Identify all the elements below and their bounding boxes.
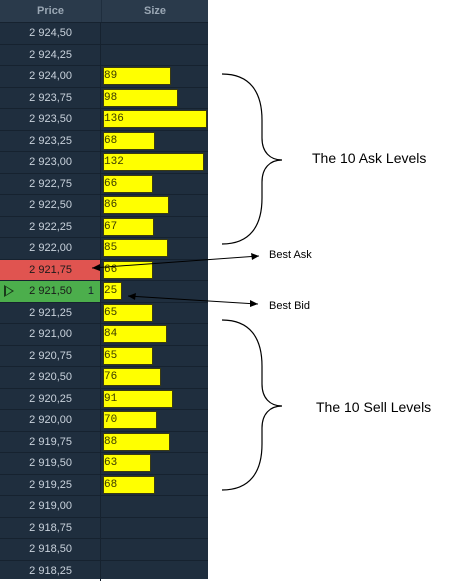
sell-levels-brace: [222, 320, 282, 490]
best-bid-label: Best Bid: [269, 300, 310, 312]
ask-levels-brace: [222, 74, 282, 244]
best-ask-pointer-line: [92, 256, 259, 268]
best-bid-arrowhead-right: [250, 300, 258, 307]
best-ask-label: Best Ask: [269, 249, 312, 261]
ask-levels-label: The 10 Ask Levels: [312, 150, 426, 166]
best-bid-pointer-line: [128, 296, 258, 304]
best-bid-arrowhead-left: [128, 293, 136, 300]
best-ask-arrowhead-left: [92, 264, 100, 271]
sell-levels-label: The 10 Sell Levels: [316, 399, 431, 415]
best-ask-arrowhead-right: [251, 253, 259, 260]
